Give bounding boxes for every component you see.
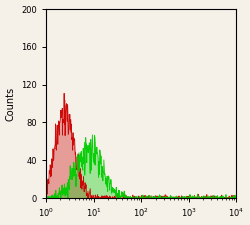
Y-axis label: Counts: Counts: [6, 86, 16, 121]
